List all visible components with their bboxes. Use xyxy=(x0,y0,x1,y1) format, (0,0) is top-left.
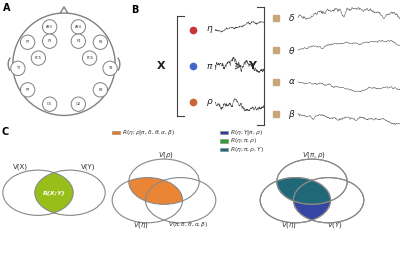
Text: P8: P8 xyxy=(98,88,102,92)
Text: $R(\eta;Y|\pi,\rho)$: $R(\eta;Y|\pi,\rho)$ xyxy=(230,128,263,137)
Text: R(X;Y): R(X;Y) xyxy=(43,191,65,196)
Circle shape xyxy=(260,178,330,223)
Circle shape xyxy=(20,83,35,97)
Bar xyxy=(220,139,228,143)
Text: $\beta$: $\beta$ xyxy=(288,108,296,121)
Text: $V(\eta)$: $V(\eta)$ xyxy=(133,220,150,230)
Text: AF4: AF4 xyxy=(75,25,82,29)
Circle shape xyxy=(260,178,330,223)
Text: O1: O1 xyxy=(47,102,52,106)
Text: F3: F3 xyxy=(48,39,52,43)
Circle shape xyxy=(20,35,35,49)
Text: O2: O2 xyxy=(76,102,81,106)
Text: $\pi$: $\pi$ xyxy=(206,62,213,71)
Circle shape xyxy=(103,61,117,76)
Circle shape xyxy=(82,51,97,65)
Text: FC6: FC6 xyxy=(86,56,93,60)
Circle shape xyxy=(11,61,25,76)
Text: $\delta$: $\delta$ xyxy=(288,12,296,23)
Text: $R(\eta;\pi,\rho,Y)$: $R(\eta;\pi,\rho,Y)$ xyxy=(230,145,264,154)
Circle shape xyxy=(129,159,199,204)
Text: C: C xyxy=(2,127,9,137)
Circle shape xyxy=(31,51,46,65)
Bar xyxy=(112,131,120,134)
Circle shape xyxy=(277,159,347,204)
Text: X: X xyxy=(156,61,165,71)
Text: $\eta$: $\eta$ xyxy=(206,24,213,35)
Bar xyxy=(220,148,228,151)
Circle shape xyxy=(93,35,108,49)
Text: $V(\pi,\delta,\theta,\alpha,\beta)$: $V(\pi,\delta,\theta,\alpha,\beta)$ xyxy=(168,221,208,230)
Text: AF3: AF3 xyxy=(46,25,53,29)
Circle shape xyxy=(71,97,86,111)
Text: $V(Y)$: $V(Y)$ xyxy=(327,220,343,230)
Text: $\theta$: $\theta$ xyxy=(288,45,296,56)
Circle shape xyxy=(42,97,57,111)
Text: V(X): V(X) xyxy=(12,163,28,170)
Text: $\alpha$: $\alpha$ xyxy=(288,77,296,86)
Bar xyxy=(220,131,228,134)
Text: A: A xyxy=(2,3,10,13)
Text: B: B xyxy=(131,5,138,15)
Circle shape xyxy=(260,178,330,223)
Text: P7: P7 xyxy=(26,88,30,92)
Text: $V(\rho)$: $V(\rho)$ xyxy=(158,150,174,160)
Circle shape xyxy=(42,34,57,48)
Text: F8: F8 xyxy=(98,40,102,44)
Text: T8: T8 xyxy=(108,66,112,70)
Text: F4: F4 xyxy=(76,39,80,43)
Text: $\rho$: $\rho$ xyxy=(206,97,213,108)
Circle shape xyxy=(3,170,73,215)
Circle shape xyxy=(71,20,86,34)
Text: $V(\pi,\rho)$: $V(\pi,\rho)$ xyxy=(302,150,326,160)
Text: V(Y): V(Y) xyxy=(81,163,95,170)
Text: $R(\eta;\pi,\rho)$: $R(\eta;\pi,\rho)$ xyxy=(230,136,258,145)
Text: Y: Y xyxy=(248,61,256,71)
Text: FC5: FC5 xyxy=(35,56,42,60)
Text: $R(\eta;\rho|\pi,\delta,\theta,\alpha,\beta)$: $R(\eta;\rho|\pi,\delta,\theta,\alpha,\b… xyxy=(122,128,176,137)
Text: T7: T7 xyxy=(16,66,20,70)
Text: F7: F7 xyxy=(26,40,30,44)
Circle shape xyxy=(71,34,86,48)
Circle shape xyxy=(42,20,57,34)
Circle shape xyxy=(93,83,108,97)
Text: $V(\eta)$: $V(\eta)$ xyxy=(281,220,298,230)
